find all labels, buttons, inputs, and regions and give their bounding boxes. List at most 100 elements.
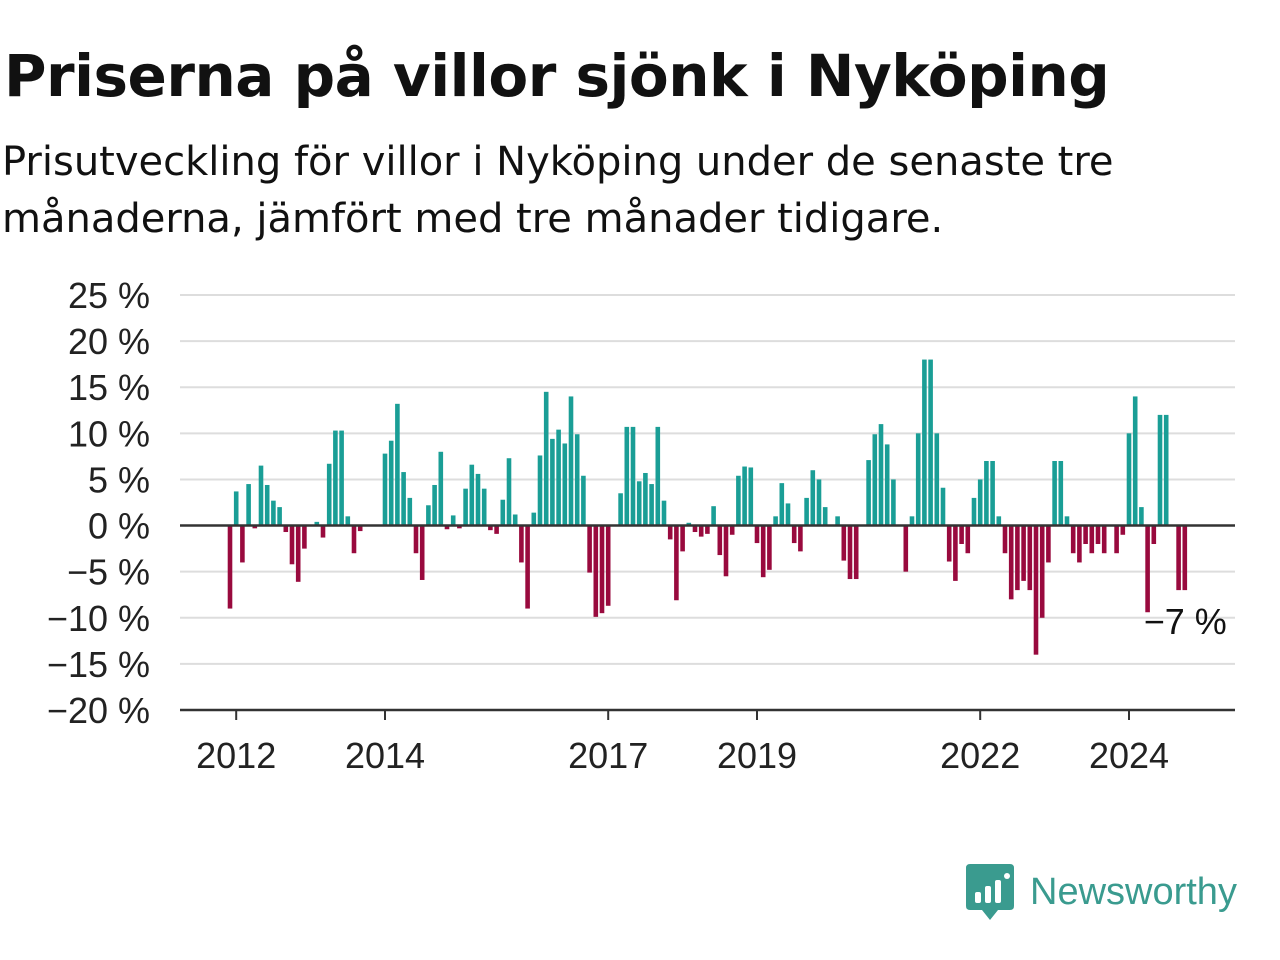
bar — [742, 466, 747, 526]
bar — [680, 525, 685, 552]
bar — [984, 461, 989, 526]
bar — [891, 479, 896, 526]
bar — [1058, 461, 1064, 526]
bar — [996, 516, 1002, 526]
bar — [655, 426, 661, 526]
bar — [599, 525, 605, 614]
bar — [723, 525, 729, 577]
x-tick-label: 2017 — [568, 735, 648, 776]
bar — [661, 500, 667, 526]
bar — [531, 512, 537, 526]
bar — [767, 525, 772, 570]
bar — [717, 525, 723, 556]
bar — [1027, 525, 1033, 591]
bar — [326, 463, 332, 526]
bar — [686, 522, 692, 526]
bar — [692, 525, 698, 533]
bar — [643, 472, 648, 526]
x-tick-label: 2012 — [196, 735, 276, 776]
bar — [915, 433, 921, 526]
bar — [351, 525, 357, 554]
bar — [450, 515, 456, 526]
bar — [1070, 525, 1076, 554]
bar — [525, 525, 530, 609]
bar — [953, 525, 958, 581]
bar — [822, 507, 828, 526]
bar — [413, 525, 419, 554]
bar — [419, 525, 425, 580]
x-tick-label: 2014 — [345, 735, 425, 776]
bar — [909, 516, 915, 526]
bar — [872, 434, 878, 526]
bar — [1139, 507, 1144, 526]
bar — [636, 481, 642, 526]
bar — [1021, 525, 1026, 581]
bar — [258, 465, 264, 526]
bar — [227, 525, 233, 609]
bar — [401, 472, 406, 526]
bar — [302, 525, 307, 549]
bar — [438, 451, 444, 526]
bar — [1052, 461, 1057, 526]
bar — [884, 444, 890, 526]
bar — [388, 440, 394, 526]
bar — [853, 525, 859, 580]
bar — [698, 525, 704, 537]
bar — [667, 525, 673, 540]
bar — [903, 525, 909, 572]
bar — [1101, 525, 1107, 554]
bar — [816, 479, 822, 526]
y-tick-label: −10 % — [47, 598, 150, 639]
bar — [463, 488, 468, 526]
bar — [339, 430, 344, 526]
bar — [630, 426, 636, 526]
bar — [395, 403, 400, 526]
bar — [556, 429, 561, 526]
bar — [754, 525, 760, 544]
bar — [847, 525, 853, 580]
bar — [537, 455, 543, 526]
x-tick-label: 2024 — [1089, 735, 1169, 776]
bar — [1132, 396, 1138, 526]
bar — [736, 475, 741, 526]
brand-logo: Newsworthy — [964, 862, 1237, 922]
bar — [500, 499, 506, 526]
bar — [550, 438, 555, 526]
bar — [835, 516, 840, 526]
x-tick-label: 2019 — [717, 735, 797, 776]
bar — [791, 525, 797, 544]
y-tick-label: −5 % — [67, 552, 150, 593]
bar — [357, 525, 363, 532]
bar — [593, 525, 599, 617]
bar — [581, 475, 586, 526]
bar — [289, 525, 295, 565]
bar — [494, 525, 499, 534]
bar — [1033, 525, 1039, 655]
bar — [946, 525, 952, 562]
bar — [922, 359, 927, 526]
bar-chart: 25 % 20 % 15 % 10 % 5 % 0 % −5 % −10 % −15 % −20 … — [47, 275, 1235, 776]
bar — [785, 503, 791, 526]
bar — [1163, 414, 1169, 526]
bar — [574, 434, 580, 526]
x-tick-label: 2022 — [940, 735, 1020, 776]
bar — [295, 525, 301, 582]
bar — [711, 506, 716, 526]
bar — [488, 525, 493, 531]
bar — [543, 391, 549, 526]
bar — [277, 507, 282, 526]
y-tick-label: −15 % — [47, 644, 150, 685]
bar — [624, 426, 630, 526]
latest-value-annotation: −7 % — [1144, 601, 1227, 642]
bar — [1151, 525, 1157, 544]
bar — [1083, 525, 1088, 544]
bar — [314, 521, 320, 526]
bar — [1002, 525, 1008, 554]
bar — [271, 500, 276, 526]
bar — [320, 525, 326, 538]
y-tick-label: 25 % — [68, 275, 150, 316]
bar — [246, 484, 251, 526]
bar — [283, 525, 289, 533]
bar — [1064, 516, 1070, 526]
y-tick-label: 15 % — [68, 367, 150, 408]
